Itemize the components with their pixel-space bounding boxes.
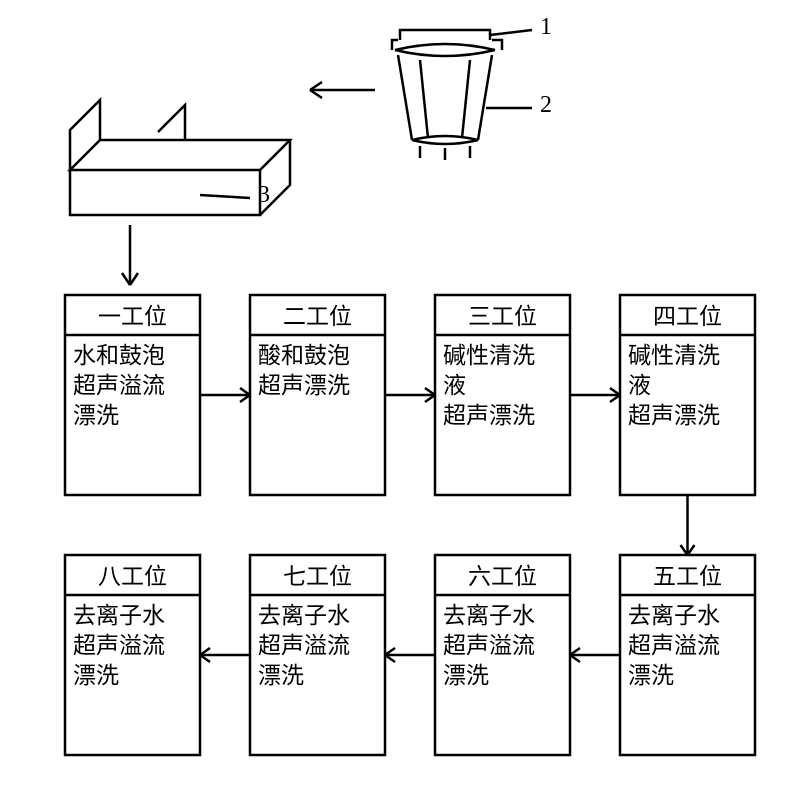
station-body-line: 水和鼓泡	[73, 342, 165, 368]
station-body-line: 漂洗	[73, 402, 119, 428]
station-title: 一工位	[98, 303, 167, 329]
station-body-line: 去离子水	[628, 602, 720, 628]
station-body-line: 去离子水	[443, 602, 535, 628]
station-body-line: 超声漂洗	[258, 372, 350, 398]
station-body-line: 漂洗	[628, 662, 674, 688]
callouts: 1 2 3	[258, 14, 552, 208]
callout-c1: 1	[540, 14, 552, 40]
callout-c2: 2	[540, 92, 552, 118]
station-body-line: 酸和鼓泡	[258, 342, 350, 368]
diagram-canvas: 一工位水和鼓泡超声溢流漂洗二工位酸和鼓泡超声漂洗三工位碱性清洗液超声漂洗四工位碱…	[0, 0, 800, 791]
station-body-line: 碱性清洗	[443, 342, 535, 368]
station-body-line: 液	[443, 372, 466, 398]
station-body-line: 超声溢流	[443, 632, 535, 658]
station-title: 四工位	[653, 303, 722, 329]
component-drawing	[392, 30, 532, 160]
station-body-line: 去离子水	[258, 602, 350, 628]
station-title: 八工位	[98, 563, 167, 589]
station-body-line: 漂洗	[73, 662, 119, 688]
stations: 一工位水和鼓泡超声溢流漂洗二工位酸和鼓泡超声漂洗三工位碱性清洗液超声漂洗四工位碱…	[65, 295, 755, 755]
station-body-line: 超声漂洗	[443, 402, 535, 428]
station-title: 二工位	[283, 303, 352, 329]
station-title: 三工位	[468, 303, 537, 329]
tray-drawing	[70, 100, 290, 215]
station-title: 五工位	[653, 563, 722, 589]
station-body-line: 超声溢流	[73, 372, 165, 398]
station-body-line: 碱性清洗	[628, 342, 720, 368]
callout-c3: 3	[258, 182, 270, 208]
station-body-line: 漂洗	[443, 662, 489, 688]
station-body-line: 液	[628, 372, 651, 398]
station-body-line: 超声溢流	[628, 632, 720, 658]
arrow-comp-to-tray	[310, 82, 375, 98]
station-body-line: 超声溢流	[73, 632, 165, 658]
station-title: 六工位	[468, 563, 537, 589]
station-title: 七工位	[283, 563, 352, 589]
station-body-line: 去离子水	[73, 602, 165, 628]
station-body-line: 超声漂洗	[628, 402, 720, 428]
arrow-tray-to-s1	[122, 225, 138, 285]
station-body-line: 漂洗	[258, 662, 304, 688]
station-body-line: 超声溢流	[258, 632, 350, 658]
